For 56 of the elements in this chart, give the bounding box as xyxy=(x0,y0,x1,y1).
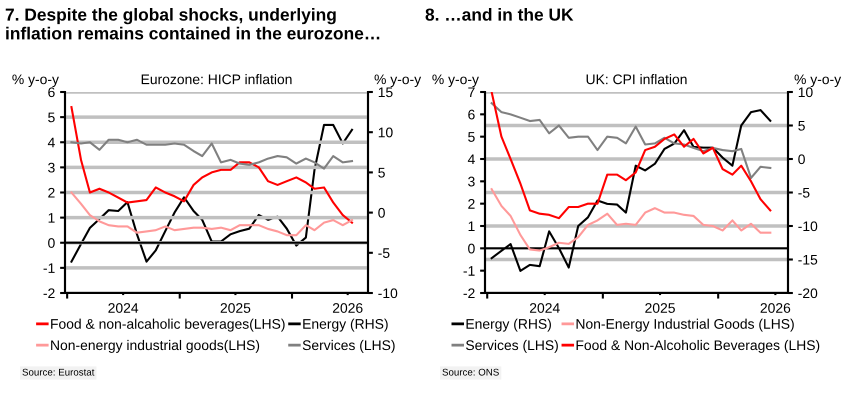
y2-tick-label: -5 xyxy=(378,248,390,258)
y-tick-label: 4 xyxy=(468,154,475,164)
x-tick-label: 2026 xyxy=(760,303,790,313)
source-note: Source: Eurostat xyxy=(22,368,94,376)
y-tick-label: -2 xyxy=(44,288,55,298)
legend-label: Non-energy industrial goods(LHS) xyxy=(51,340,260,353)
y2-axis-title: % y-o-y xyxy=(794,74,842,87)
y2-tick-label: -20 xyxy=(798,288,818,298)
x-tick-label: 2025 xyxy=(645,303,675,313)
y-tick-label: 2 xyxy=(48,188,55,198)
chart-title: 8. …and in the UK xyxy=(426,8,574,21)
chart-subtitle: UK: CPI inflation xyxy=(586,74,687,84)
y-tick-label: 0 xyxy=(468,244,475,254)
y2-tick-label: 10 xyxy=(798,87,813,98)
y-tick-label: -2 xyxy=(464,288,475,298)
y-tick-label: 3 xyxy=(48,162,55,173)
y-tick-label: 6 xyxy=(48,87,55,98)
legend-label: Food & Non-Alcoholic Beverages (LHS) xyxy=(576,340,820,353)
legend-label: Services (LHS) xyxy=(466,340,558,353)
x-tick-label: 2026 xyxy=(332,303,363,313)
y-tick-label: 4 xyxy=(48,138,55,148)
y2-tick-label: -10 xyxy=(798,221,818,232)
y-tick-label: 1 xyxy=(48,213,55,223)
legend-label: Non-Energy Industrial Goods (LHS) xyxy=(576,318,794,332)
y-tick-label: 2 xyxy=(468,199,475,209)
x-tick-label: 2024 xyxy=(108,303,138,313)
y-tick-label: 5 xyxy=(48,112,55,122)
x-tick-label: 2025 xyxy=(220,303,250,313)
y-axis-title: % y-o-y xyxy=(12,74,59,87)
y2-axis-title: % y-o-y xyxy=(374,74,422,87)
y-tick-label: 1 xyxy=(468,221,475,232)
y2-tick-label: -5 xyxy=(798,188,810,198)
x-tick-label: 2024 xyxy=(530,303,560,313)
y-tick-label: 6 xyxy=(468,110,475,120)
y-tick-label: 0 xyxy=(48,238,55,248)
y-tick-label: 7 xyxy=(468,87,475,98)
y-tick-label: -1 xyxy=(44,263,55,273)
legend-label: Food & non-alcaholic beverages(LHS) xyxy=(51,318,285,332)
chart-title: 7. Despite the global shocks, underlying inflation remains contained in the eurozone… xyxy=(6,8,380,40)
legend-label: Energy (RHS) xyxy=(303,318,388,332)
y2-tick-label: 0 xyxy=(798,154,805,164)
chart-subtitle: Eurozone: HICP inflation xyxy=(142,74,292,84)
y-tick-label: 5 xyxy=(468,132,475,142)
y2-tick-label: 5 xyxy=(378,168,385,178)
y2-tick-label: -10 xyxy=(378,288,398,298)
y2-tick-label: 0 xyxy=(378,208,385,218)
legend-label: Energy (RHS) xyxy=(466,318,551,332)
legend-label: Services (LHS) xyxy=(302,340,395,353)
y2-tick-label: 10 xyxy=(378,128,393,138)
y-axis-title: % y-o-y xyxy=(432,74,479,87)
y-tick-label: 3 xyxy=(468,176,475,187)
y2-tick-label: -15 xyxy=(798,254,818,265)
source-note: Source: ONS xyxy=(442,368,499,376)
y-tick-label: -1 xyxy=(464,266,475,276)
y2-tick-label: 5 xyxy=(798,120,805,131)
y2-tick-label: 15 xyxy=(378,87,393,98)
